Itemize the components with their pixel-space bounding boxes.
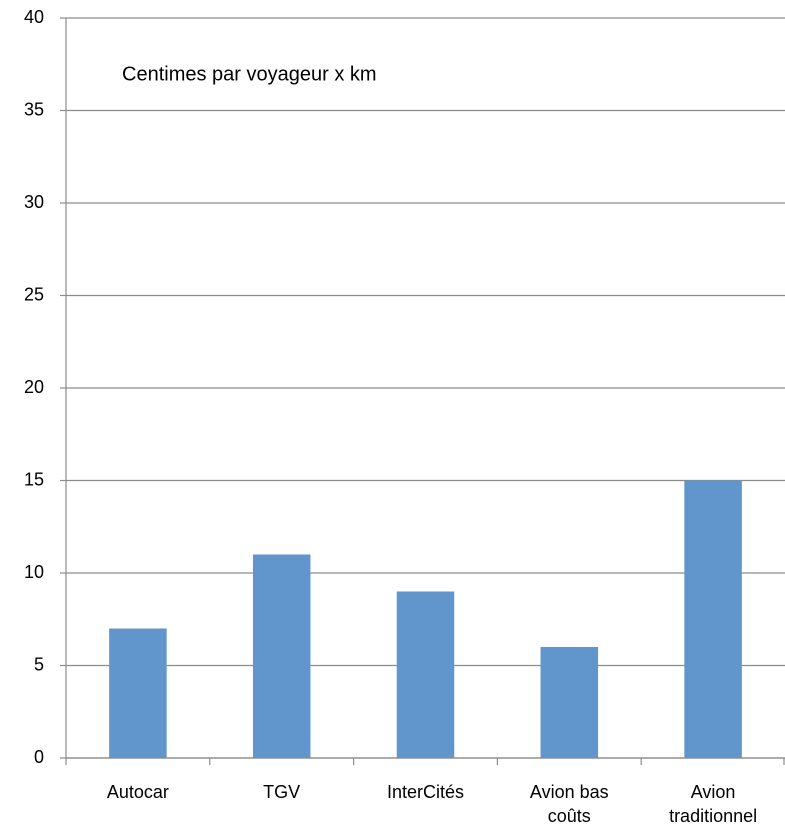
- x-tick-label: Autocar: [106, 782, 169, 802]
- bar: [109, 628, 167, 758]
- chart-title: Centimes par voyageur x km: [122, 63, 377, 85]
- bar: [540, 647, 599, 758]
- bar: [252, 554, 311, 758]
- y-tick-label: 40: [24, 7, 44, 27]
- y-tick-label: 30: [24, 192, 44, 212]
- x-tick-label: Avion traditionnel: [669, 782, 758, 826]
- y-tick-label: 25: [24, 284, 44, 304]
- y-tick-label: 15: [24, 469, 44, 489]
- bar: [396, 591, 455, 758]
- y-tick-label: 10: [24, 562, 44, 582]
- y-tick-label: 0: [34, 747, 44, 767]
- y-tick-label: 35: [24, 99, 44, 119]
- y-tick-label: 5: [34, 654, 44, 674]
- y-tick-label: 20: [24, 377, 44, 397]
- x-tick-label: Avion bas coûts: [529, 782, 609, 826]
- x-tick-label: InterCités: [386, 782, 465, 802]
- bar: [684, 480, 742, 758]
- x-tick-label: TGV: [263, 782, 301, 802]
